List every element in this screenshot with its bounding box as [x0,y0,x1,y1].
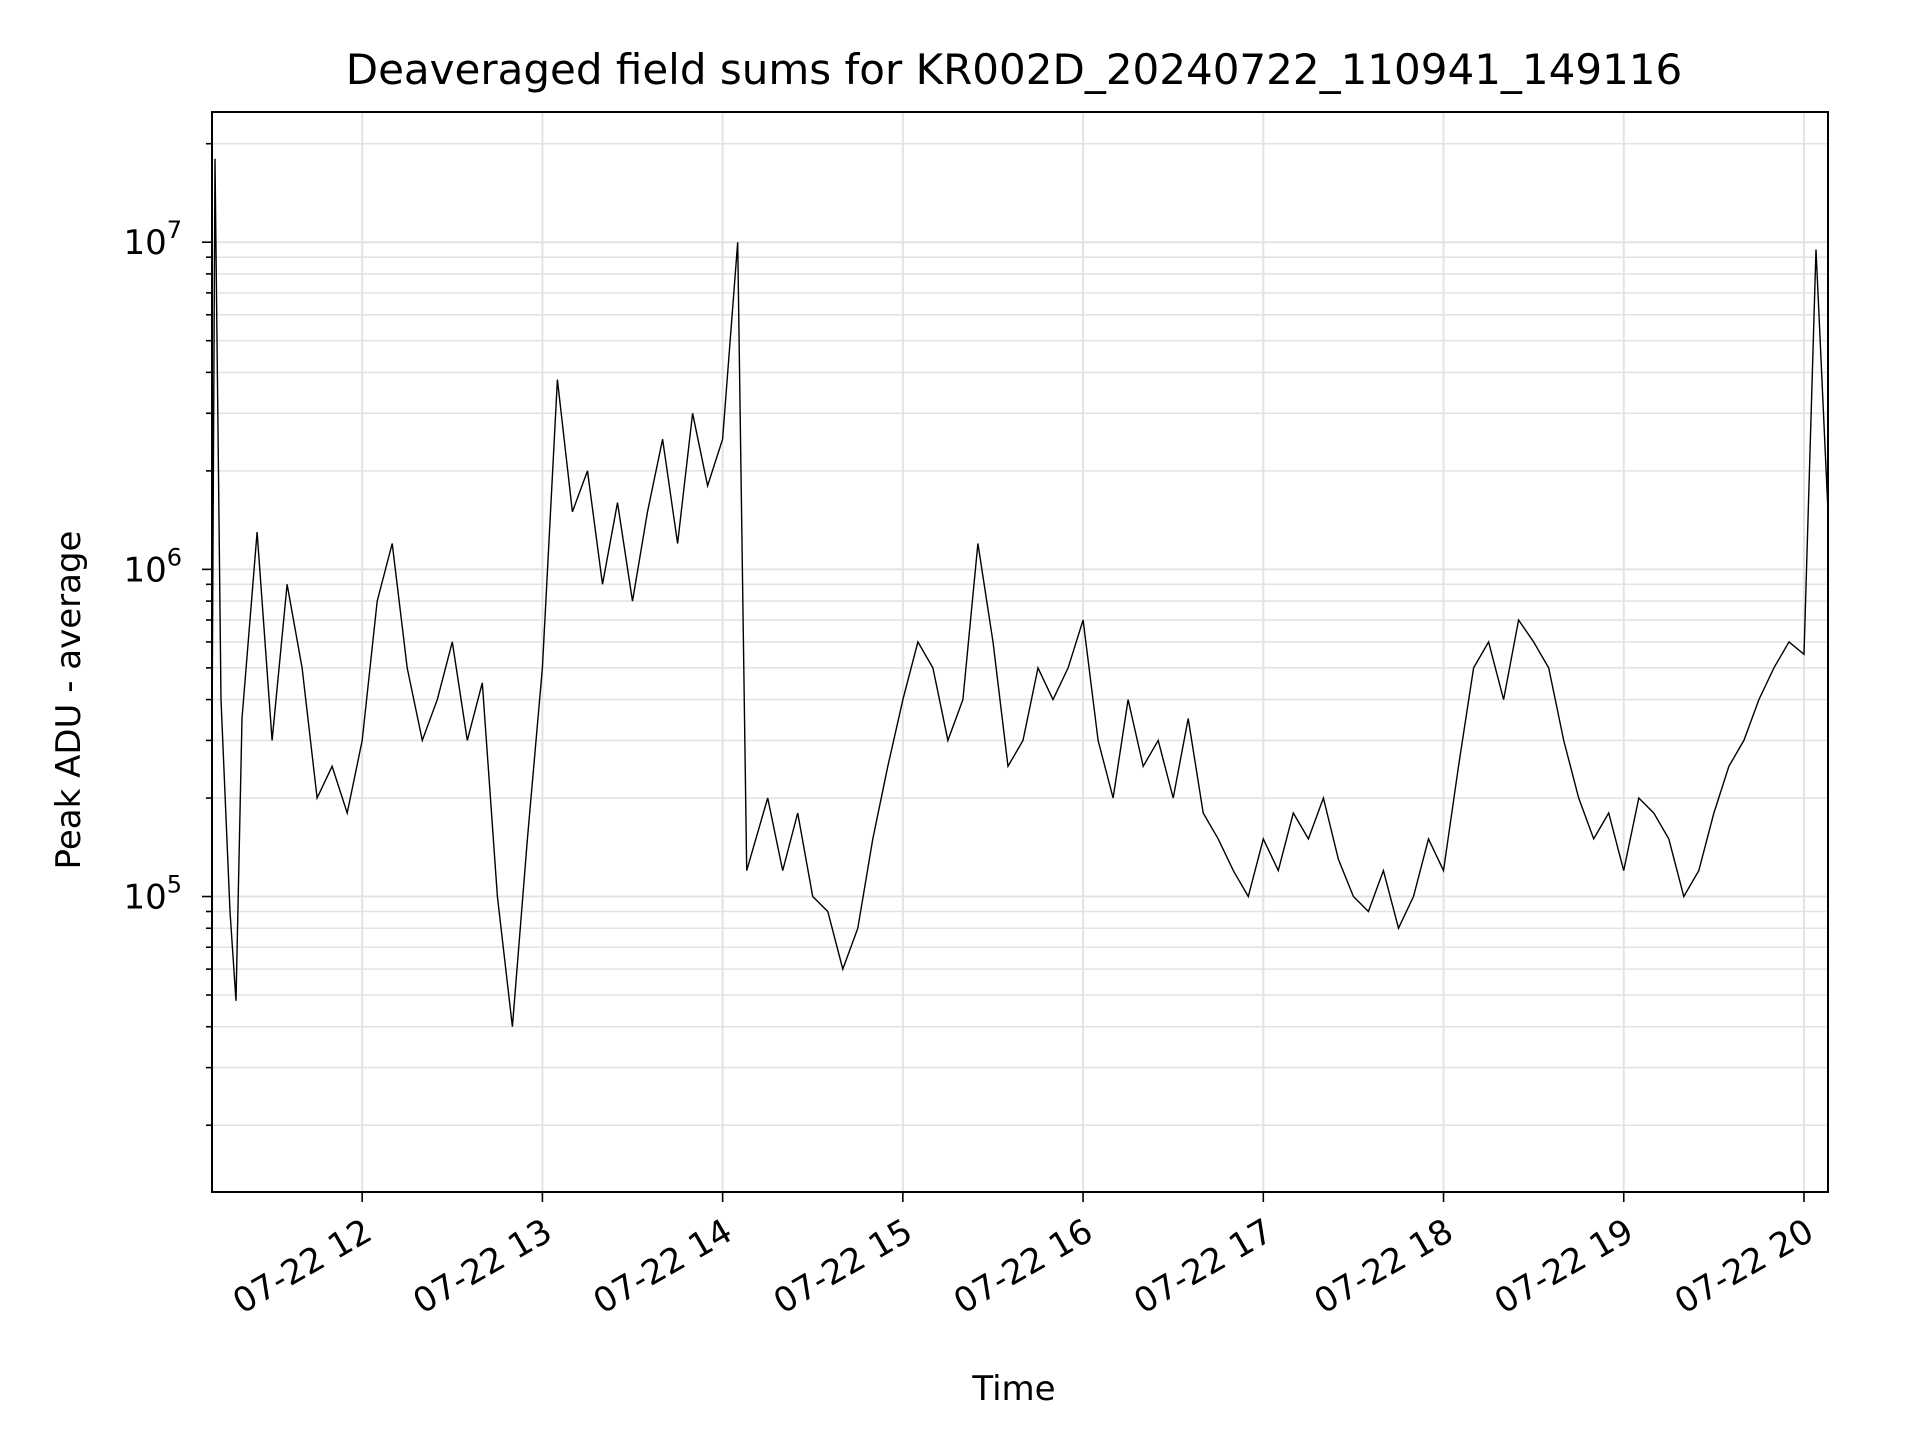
chart-title: Deaveraged field sums for KR002D_2024072… [346,45,1683,94]
y-axis-title: Peak ADU - average [49,531,89,870]
x-tick-label: 07-22 12 [226,1211,378,1322]
x-tick-label: 07-22 18 [1308,1211,1460,1322]
plot-frame [211,111,1829,1193]
x-tick-label: 07-22 15 [767,1211,919,1322]
y-tick-label: 107 [123,216,182,263]
y-tick-label: 106 [123,543,182,590]
x-tick-layer: 07-22 12 07-22 13 07-22 14 07-22 15 07-22 16… [226,1192,1820,1322]
x-tick-label: 07-22 13 [407,1211,559,1322]
series-line-0 [212,158,1828,1027]
y-tick-layer: 105 106 107 [123,216,182,917]
grid-layer [202,112,1828,1192]
x-tick-label: 07-22 20 [1668,1211,1820,1322]
y-tick-label: 105 [123,871,182,918]
x-tick-label: 07-22 16 [947,1211,1099,1322]
x-axis-title: Time [971,1369,1055,1409]
x-tick-label: 07-22 17 [1127,1211,1279,1322]
data-layer [212,158,1828,1027]
x-tick-label: 07-22 14 [587,1211,739,1322]
x-tick-label: 07-22 19 [1488,1211,1640,1322]
